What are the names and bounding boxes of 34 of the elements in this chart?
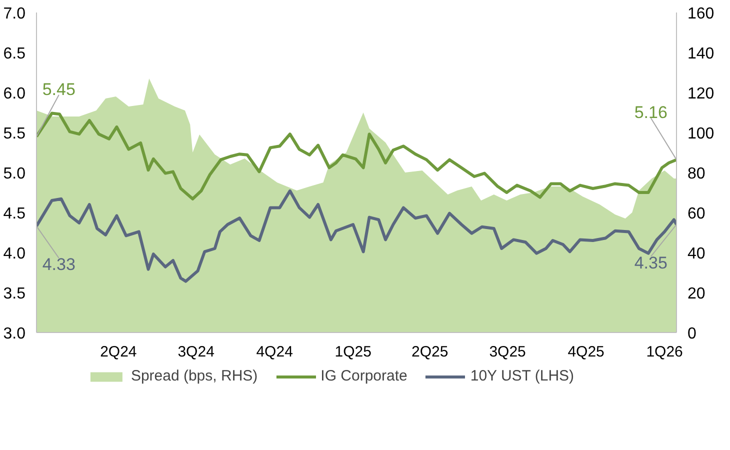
annotation: 4.33: [42, 255, 76, 274]
x-tick-label: 2Q25: [412, 344, 448, 360]
x-tick-label: 1Q26: [646, 344, 683, 360]
x-tick-label: 4Q24: [256, 344, 293, 360]
y2-tick-label: 0: [688, 326, 696, 342]
x-tick-label: 4Q25: [568, 344, 604, 360]
y2-tick-label: 20: [688, 286, 706, 302]
x-tick-label: 2Q24: [100, 344, 137, 360]
y-tick-label: 4.0: [3, 246, 26, 262]
y-tick-label: 4.5: [3, 206, 26, 222]
y-tick-label: 7.0: [3, 6, 26, 22]
y2-tick-label: 60: [688, 206, 706, 222]
y2-tick-label: 140: [688, 46, 714, 62]
legend-label: 10Y UST (LHS): [470, 368, 574, 384]
line-series: [36, 189, 676, 283]
y2-tick-label: 40: [688, 246, 706, 262]
legend-label: IG Corporate: [320, 368, 408, 384]
x-tick-label: 3Q25: [489, 344, 526, 360]
x-tick-label: 1Q25: [334, 344, 372, 360]
y2-tick-label: 80: [688, 166, 706, 182]
y-tick-label: 6.5: [3, 46, 26, 62]
annotation: 5.16: [634, 103, 668, 122]
y-tick-label: 3.5: [3, 286, 26, 302]
annotation: 5.45: [42, 80, 76, 99]
y-tick-label: 5.5: [3, 126, 26, 142]
y2-tick-label: 160: [688, 6, 714, 22]
annotation: 4.35: [634, 254, 668, 272]
y2-tick-label: 120: [688, 86, 714, 102]
legend-label: Spread (bps, RHS): [130, 368, 258, 384]
x-tick-label: 3Q24: [178, 344, 214, 360]
y-tick-label: 3.0: [3, 326, 26, 342]
y2-tick-label: 100: [688, 126, 714, 142]
y-tick-label: 5.0: [3, 166, 26, 182]
y-tick-label: 6.0: [3, 86, 26, 102]
